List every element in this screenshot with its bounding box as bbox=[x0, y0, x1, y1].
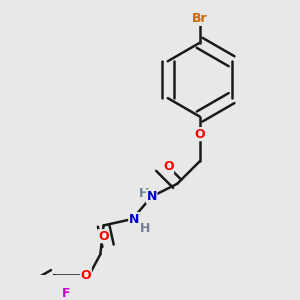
Text: N: N bbox=[146, 190, 157, 203]
Text: O: O bbox=[81, 268, 91, 282]
Text: O: O bbox=[163, 160, 174, 173]
Text: N: N bbox=[129, 212, 139, 226]
Text: Br: Br bbox=[192, 12, 208, 25]
Text: H: H bbox=[140, 222, 150, 235]
Text: F: F bbox=[62, 287, 71, 300]
Text: O: O bbox=[98, 230, 109, 243]
Text: H: H bbox=[138, 187, 149, 200]
Text: O: O bbox=[194, 128, 205, 141]
